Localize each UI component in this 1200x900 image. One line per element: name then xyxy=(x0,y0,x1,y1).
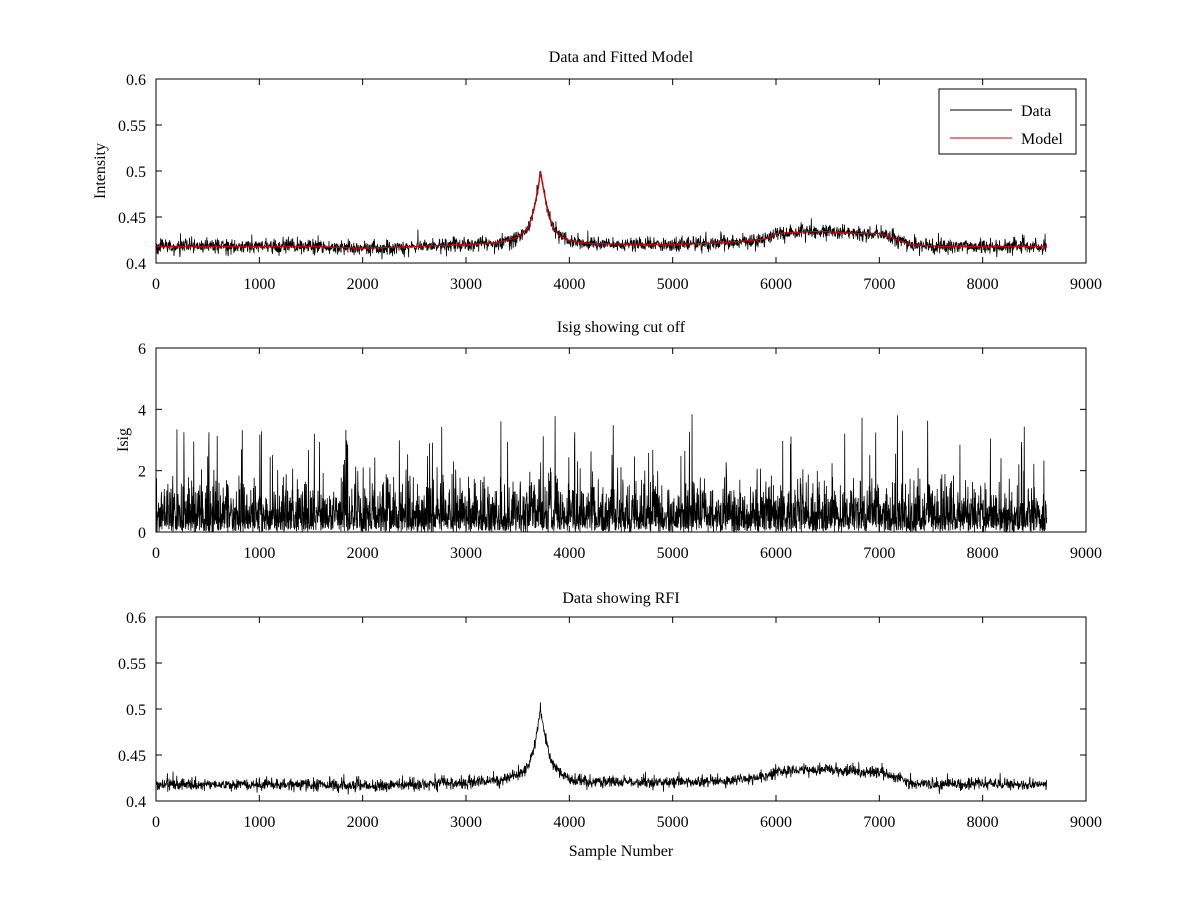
title-bottom: Data showing RFI xyxy=(562,590,679,607)
legend-label-data: Data xyxy=(1021,103,1051,120)
title-middle: Isig showing cut off xyxy=(557,319,686,336)
ytick-label: 0.45 xyxy=(118,748,146,765)
legend-top: Data Model xyxy=(938,88,1077,155)
title-top: Data and Fitted Model xyxy=(549,49,694,66)
panel-top: Data and Fitted Model Intensity 0 1000 200… xyxy=(92,49,1102,293)
xtick-label: 4000 xyxy=(553,814,585,831)
panel-middle: Isig showing cut off Isig 0 1000 2000 3000 4… xyxy=(115,319,1102,562)
series-layer-bottom xyxy=(156,702,1048,795)
xtick-label: 2000 xyxy=(347,814,379,831)
xtick-label: 2000 xyxy=(347,545,379,562)
axes-frame-top xyxy=(155,78,1087,264)
ytick-label: 0 xyxy=(138,525,146,542)
xtick-label: 1000 xyxy=(243,545,275,562)
xtick-label: 5000 xyxy=(657,276,689,293)
series-layer-middle xyxy=(156,414,1048,532)
ylabel-top: Intensity xyxy=(92,143,109,199)
xtick-label: 9000 xyxy=(1070,814,1102,831)
xtick-label: 4000 xyxy=(553,276,585,293)
xtick-label: 0 xyxy=(152,545,160,562)
xtick-label: 1000 xyxy=(243,276,275,293)
legend-box xyxy=(938,88,1077,155)
xtick-label: 8000 xyxy=(967,814,999,831)
ytick-label: 0.4 xyxy=(126,794,146,811)
xtick-label: 7000 xyxy=(863,545,895,562)
xlabel-bottom: Sample Number xyxy=(569,843,674,860)
ylabel-middle: Isig xyxy=(115,428,132,452)
ticks-layer-middle: 0 1000 2000 3000 4000 5000 6000 7000 8000 9000 0 2 4… xyxy=(138,341,1102,562)
ytick-label: 0.55 xyxy=(118,118,146,135)
ytick-label: 0.6 xyxy=(126,610,146,627)
xtick-label: 3000 xyxy=(450,276,482,293)
xtick-label: 6000 xyxy=(760,276,792,293)
xtick-label: 0 xyxy=(152,814,160,831)
ytick-label: 0.5 xyxy=(126,702,146,719)
xtick-label: 5000 xyxy=(657,545,689,562)
ytick-label: 0.45 xyxy=(118,210,146,227)
ytick-label: 2 xyxy=(138,464,146,481)
xtick-label: 1000 xyxy=(243,814,275,831)
xtick-label: 3000 xyxy=(450,545,482,562)
xtick-label: 6000 xyxy=(760,545,792,562)
xtick-label: 7000 xyxy=(863,276,895,293)
ytick-label: 0.4 xyxy=(126,256,146,273)
xtick-label: 0 xyxy=(152,276,160,293)
ticks-layer-top: 0 1000 2000 3000 4000 5000 6000 7000 8000 9000 0.4… xyxy=(118,72,1102,293)
series-layer-top xyxy=(156,170,1048,260)
plot-area-bottom xyxy=(156,617,1086,801)
legend-label-model: Model xyxy=(1021,131,1063,148)
xtick-label: 9000 xyxy=(1070,276,1102,293)
xtick-label: 7000 xyxy=(863,814,895,831)
axes-frame-bottom xyxy=(155,616,1087,802)
ytick-label: 4 xyxy=(138,402,146,419)
axes-frame-middle xyxy=(155,347,1087,533)
ytick-label: 0.55 xyxy=(118,656,146,673)
xtick-label: 9000 xyxy=(1070,545,1102,562)
xtick-label: 3000 xyxy=(450,814,482,831)
ytick-label: 6 xyxy=(138,341,146,358)
series-top-model xyxy=(156,170,1047,249)
series-bottom-data xyxy=(156,702,1048,795)
panel-bottom: Data showing RFI Sample Number 0 1000 2000… xyxy=(118,590,1102,860)
ticks-layer-bottom: 0 1000 2000 3000 4000 5000 6000 7000 8000 9000 0.4… xyxy=(118,610,1102,831)
xtick-label: 4000 xyxy=(553,545,585,562)
xtick-label: 2000 xyxy=(347,276,379,293)
xtick-label: 8000 xyxy=(967,545,999,562)
ytick-label: 0.5 xyxy=(126,164,146,181)
series-middle-isig xyxy=(156,414,1048,532)
xtick-label: 5000 xyxy=(657,814,689,831)
ytick-label: 0.6 xyxy=(126,72,146,89)
xtick-label: 6000 xyxy=(760,814,792,831)
xtick-label: 8000 xyxy=(967,276,999,293)
plot-area-top xyxy=(156,79,1086,263)
